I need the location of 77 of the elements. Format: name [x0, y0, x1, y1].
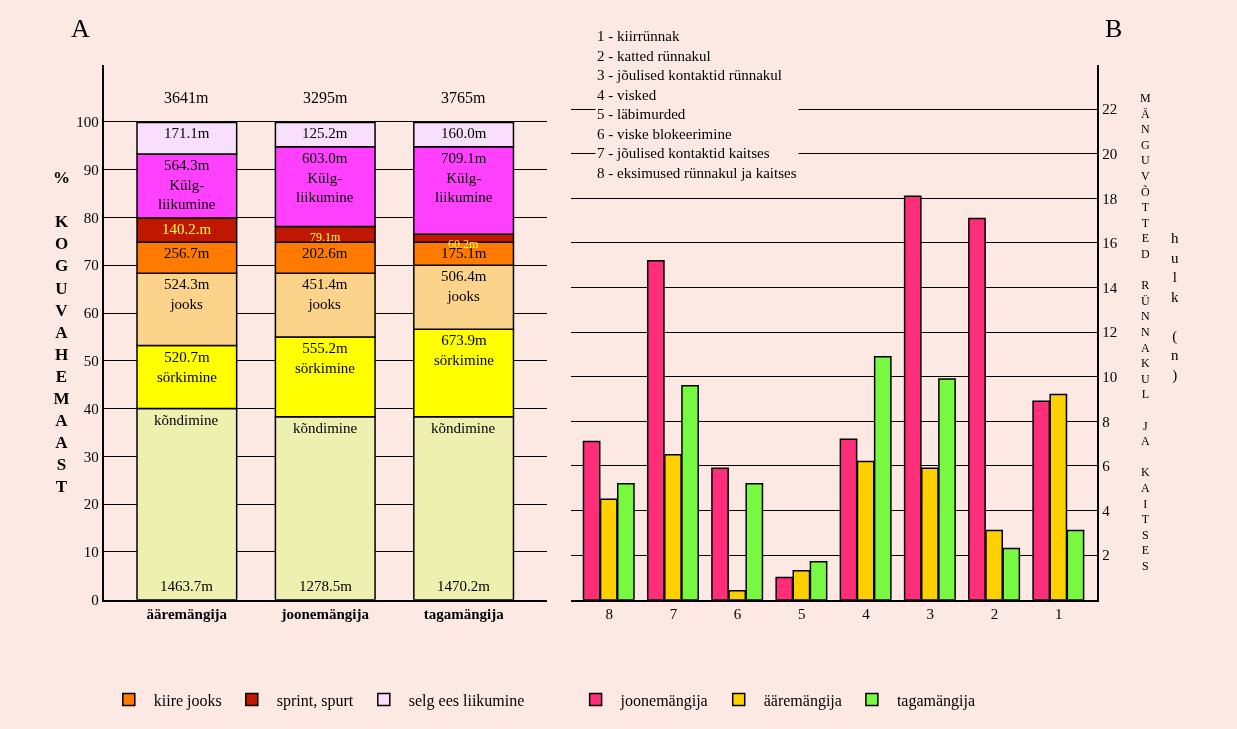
text: 1 - kiirrünnak: [597, 28, 680, 44]
legend-label: ääremängija: [763, 691, 842, 710]
y-tick-label: 10: [83, 544, 99, 561]
x-tick-label: 2: [990, 606, 999, 623]
y-tick-label: 40: [83, 400, 99, 417]
x-tick-label: ääremängija: [146, 606, 228, 623]
annotation: 524.3m jooks: [164, 276, 210, 312]
legend-label: tagamängija: [896, 691, 976, 710]
legend-label: joonemängija: [619, 691, 708, 710]
y-tick-label: 100: [76, 114, 99, 131]
y-tick-label: 90: [83, 161, 99, 178]
y-tick-label: 2: [1102, 547, 1110, 564]
annotation: 506.4m jooks: [441, 268, 487, 304]
annotation: 5 - läbimurded: [597, 106, 686, 122]
y-tick-label: 4: [1102, 502, 1111, 519]
annotation: 709.1m Külg- liikumine: [435, 150, 493, 205]
y-tick-label: 70: [83, 257, 99, 274]
annotation: 140.2.m: [162, 221, 212, 237]
y-tick-label: 20: [1102, 146, 1118, 163]
annotation: 1278.5m: [299, 578, 353, 594]
annotation: 202.6m: [302, 245, 348, 261]
legend-label: selg ees liikumine: [408, 691, 525, 710]
annotation: 171.1m: [164, 125, 210, 141]
annotation: 603.0m Külg- liikumine: [296, 150, 354, 205]
annotation: 564.3m Külg- liikumine: [158, 157, 216, 212]
y-tick-label: 30: [83, 448, 99, 465]
text: MÄNGUVÕTTED RÜNNAKUL JA KAITSES: [1140, 91, 1151, 573]
chart-title: A: [71, 14, 90, 43]
x-tick-label: tagamängija: [423, 606, 505, 623]
y-tick-label: 14: [1102, 279, 1118, 296]
y-tick-label: 18: [1102, 190, 1118, 207]
annotation: 673.9m sörkimine: [434, 332, 495, 368]
annotation: 8 - eksimused rünnakul ja kaitses: [597, 164, 797, 181]
annotation: 125.2m: [302, 125, 348, 141]
text: hulk (n): [1171, 230, 1179, 383]
legend-label: kiire jooks: [153, 691, 222, 710]
chart-title: B: [1105, 14, 1123, 43]
annotation: kõndimine: [431, 420, 496, 436]
annotation: 4 - visked: [597, 86, 657, 103]
annotation: 1470.2m: [437, 578, 491, 594]
x-tick-label: 3: [926, 606, 935, 623]
annotation: kõndimine: [293, 420, 358, 436]
annotation: kõndimine: [154, 412, 219, 428]
annotation: 3 - jõulised kontaktid rünnakul: [597, 67, 782, 83]
y-tick-label: 60: [83, 305, 99, 322]
x-tick-label: 1: [1055, 606, 1063, 623]
x-tick-label: 8: [605, 606, 613, 623]
annotation: 6 - viske blokeerimine: [597, 125, 732, 142]
y-tick-label: 22: [1102, 101, 1118, 118]
x-tick-label: joonemängija: [280, 606, 370, 623]
x-tick-label: 7: [669, 606, 678, 623]
y-tick-label: 80: [83, 209, 99, 226]
y-tick-label: 12: [1102, 324, 1118, 341]
annotation: 520.7m sörkimine: [157, 349, 218, 385]
y-tick-label: 6: [1102, 458, 1111, 475]
annotation: 451.4m jooks: [302, 276, 348, 312]
annotation: 3765m: [441, 89, 486, 106]
annotation: 7 - jõulised kontaktid kaitses: [597, 145, 770, 161]
annotation: 256.7m: [164, 245, 210, 261]
y-tick-label: 0: [91, 591, 99, 608]
y-tick-label: 50: [83, 353, 99, 370]
annotation: 79.1m: [310, 230, 341, 244]
x-tick-label: 5: [798, 606, 806, 623]
y-tick-label: 8: [1102, 413, 1110, 430]
x-tick-label: 6: [733, 606, 742, 623]
legend-label: sprint, spurt: [276, 691, 354, 710]
annotation: 1463.7m: [160, 578, 214, 594]
y-tick-label: 10: [1102, 368, 1118, 385]
annotation: 555.2m sörkimine: [295, 340, 356, 376]
text: 2 - katted rünnakul: [597, 47, 711, 64]
annotation: 3641m: [164, 89, 209, 106]
annotation: 160.0m: [441, 125, 487, 141]
y-tick-label: 16: [1102, 235, 1118, 252]
x-tick-label: 4: [862, 606, 871, 623]
annotation: 3295m: [303, 89, 348, 106]
y-tick-label: 20: [83, 496, 99, 513]
text: % KOGUVAHEMAAST: [53, 168, 70, 497]
